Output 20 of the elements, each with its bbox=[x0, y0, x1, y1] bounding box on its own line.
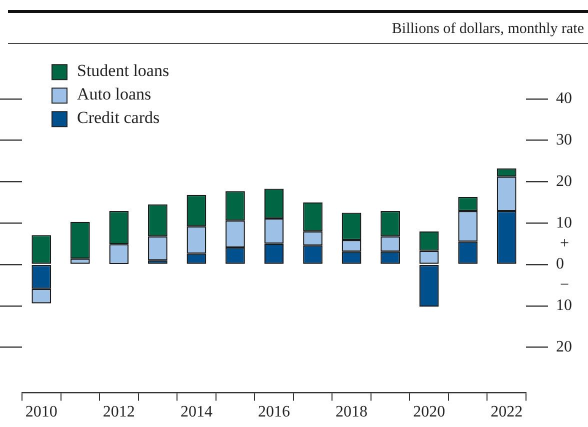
x-tick-label: 2010 bbox=[25, 404, 58, 421]
x-tick-label: 2014 bbox=[180, 404, 212, 421]
y-tick-label: 10 bbox=[556, 297, 572, 314]
text: − bbox=[560, 276, 570, 294]
x-tick-label: 2018 bbox=[336, 404, 368, 421]
x-tick-label: 2020 bbox=[413, 404, 446, 421]
legend-label: Credit cards bbox=[77, 108, 160, 128]
y-tick-label: 10 bbox=[556, 214, 572, 232]
y-tick-label: 20 bbox=[556, 172, 572, 190]
x-tick-label: 2012 bbox=[102, 404, 135, 421]
legend-label: Auto loans bbox=[77, 84, 152, 104]
text: + bbox=[560, 234, 570, 252]
x-tick-label: 2022 bbox=[490, 404, 523, 421]
y-tick-label: 0 bbox=[556, 256, 564, 273]
y-tick-label: 40 bbox=[556, 90, 572, 108]
x-tick-label: 2016 bbox=[258, 404, 290, 421]
y-tick-label: 30 bbox=[556, 131, 572, 148]
y-axis-title: Billions of dollars, monthly rate bbox=[392, 21, 584, 38]
y-tick-label: 20 bbox=[556, 338, 572, 356]
legend-label: Student loans bbox=[77, 61, 170, 80]
